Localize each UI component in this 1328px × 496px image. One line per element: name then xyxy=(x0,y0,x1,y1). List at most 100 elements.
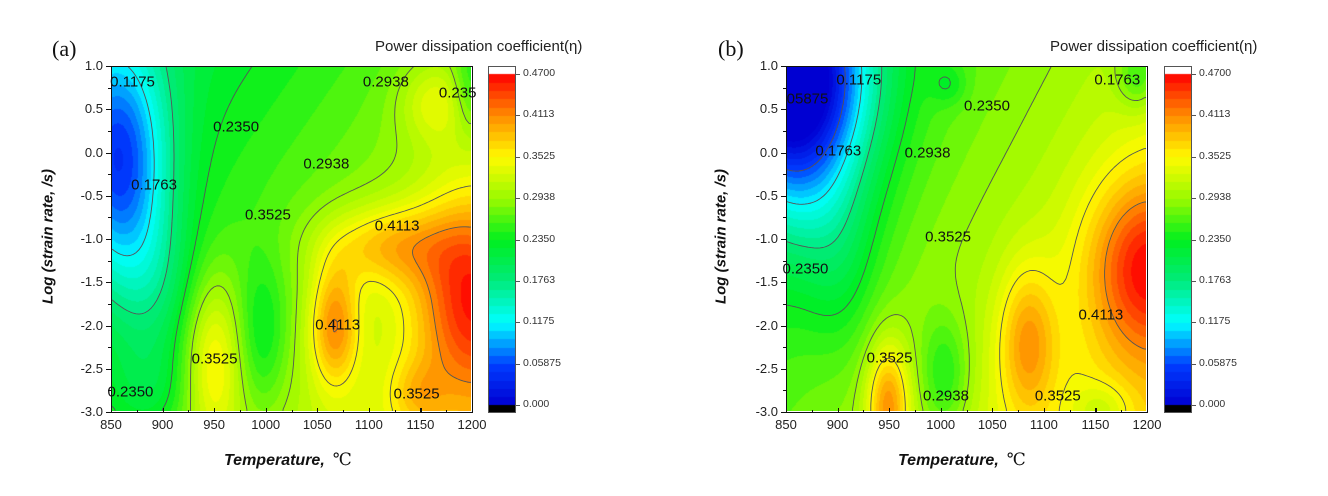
x-tick-mark xyxy=(940,408,942,413)
contour-label: 0.1763 xyxy=(1094,71,1141,89)
y-tick-label: -1.5 xyxy=(80,274,103,290)
y-tick-label: -3.0 xyxy=(755,404,778,419)
y-minor-tick xyxy=(783,87,786,89)
y-axis-title: Log (strain rate, /s) xyxy=(712,168,730,305)
x-tick-label: 1150 xyxy=(1081,417,1110,432)
y-minor-tick xyxy=(783,217,786,219)
y-tick-label: 1.0 xyxy=(759,58,778,73)
x-tick-label: 1200 xyxy=(457,417,487,432)
colorbar-tick-mark xyxy=(516,322,520,324)
contour-label: 0.4113 xyxy=(315,316,361,334)
colorbar-tick-label: 0.2938 xyxy=(523,191,556,204)
contour-lines xyxy=(112,67,471,411)
contour-line-3 xyxy=(787,67,951,317)
contour-line-2 xyxy=(787,67,883,249)
y-minor-tick xyxy=(783,347,786,349)
y-tick-mark xyxy=(106,412,111,414)
celsius-unit: ℃ xyxy=(1006,450,1026,470)
heatmap-plot: 0.1175 05875 0.1763 0.2350 0.1763 0.2938 0.352… xyxy=(783,66,1148,413)
x-tick-label: 900 xyxy=(826,417,849,432)
contour-line-5 xyxy=(332,226,471,383)
y-tick-label: -1.5 xyxy=(755,274,778,290)
x-tick-label: 1200 xyxy=(1132,417,1162,432)
x-minor-tick xyxy=(1121,410,1123,413)
colorbar-tick-label: 0.1175 xyxy=(1199,315,1231,328)
y-tick-mark xyxy=(781,66,786,68)
y-tick-mark xyxy=(106,239,111,241)
x-tick-label: 1150 xyxy=(406,417,435,432)
contour-label: 0.1175 xyxy=(110,73,155,91)
x-axis-title-text: Temperature, xyxy=(898,452,999,469)
x-tick-label: 850 xyxy=(775,417,797,432)
x-tick-mark xyxy=(786,408,788,413)
contour-label: 0.2938 xyxy=(923,387,969,405)
contour-label: 0.3525 xyxy=(393,385,440,403)
contour-line-4 xyxy=(851,67,1146,411)
x-minor-tick xyxy=(136,410,138,413)
y-tick-label: -2.5 xyxy=(755,360,778,376)
contour-line-2 xyxy=(112,67,252,411)
contour-label: 0.2350 xyxy=(213,118,260,136)
colorbar-tick-label: 0.000 xyxy=(1199,398,1226,410)
y-tick-mark xyxy=(781,325,786,327)
contour-line-1 xyxy=(112,67,175,315)
x-tick-mark xyxy=(992,408,994,413)
panel-label: (a) xyxy=(52,36,77,61)
x-minor-tick xyxy=(914,410,916,413)
x-tick-mark xyxy=(1043,408,1046,413)
colorbar-tick-label: 0.4700 xyxy=(1199,67,1232,79)
contour-label: 0.1763 xyxy=(131,176,177,194)
y-tick-mark xyxy=(106,325,111,327)
y-tick-label: -2.5 xyxy=(80,360,103,376)
colorbar-tick-label: 0.2938 xyxy=(1199,191,1232,204)
y-minor-tick xyxy=(108,260,111,262)
contour-label: 0.3525 xyxy=(1034,387,1081,405)
colorbar-tick-label: 0.05875 xyxy=(523,356,561,369)
y-tick-mark xyxy=(781,109,786,111)
y-tick-mark xyxy=(106,195,111,197)
contour-line-0 xyxy=(112,67,155,257)
contour-label: 0.3525 xyxy=(925,228,971,246)
contour-label: 0.2938 xyxy=(362,73,409,91)
x-tick-label: 850 xyxy=(100,417,122,432)
colorbar-tick-label: 0.2350 xyxy=(1199,232,1232,245)
contour-label: 0.2350 xyxy=(964,97,1010,115)
contour-line-3 xyxy=(190,67,471,411)
x-minor-tick xyxy=(239,410,241,413)
colorbar-tick-mark xyxy=(1192,115,1196,117)
x-tick-mark xyxy=(265,408,267,413)
colorbar-tick-label: 0.1763 xyxy=(1199,273,1232,286)
y-minor-tick xyxy=(108,390,111,392)
x-tick-label: 1000 xyxy=(251,417,281,432)
x-minor-tick xyxy=(188,410,190,413)
y-minor-tick xyxy=(108,174,111,176)
y-tick-label: -3.0 xyxy=(80,404,103,419)
y-minor-tick xyxy=(108,347,111,349)
x-tick-mark xyxy=(1147,408,1149,413)
colorbar-tick-label: 0.4700 xyxy=(523,67,556,79)
y-tick-mark xyxy=(781,282,786,284)
x-minor-tick xyxy=(394,410,396,413)
colorbar-tick-mark xyxy=(516,115,520,117)
y-minor-tick xyxy=(783,303,786,305)
colorbar-tick-mark xyxy=(516,239,520,241)
x-tick-label: 900 xyxy=(151,417,174,432)
y-minor-tick xyxy=(108,87,111,89)
contour-label: 0.4113 xyxy=(374,217,420,235)
colorbar-tick-mark xyxy=(1192,156,1196,158)
y-tick-mark xyxy=(781,152,786,154)
colorbar-tick-mark xyxy=(516,405,520,406)
y-tick-label: 0.0 xyxy=(759,144,778,160)
colorbar-title: Power dissipation coefficient(η) xyxy=(1050,38,1258,55)
x-tick-mark xyxy=(889,408,891,413)
y-tick-label: 0.5 xyxy=(84,101,103,117)
x-tick-label: 1100 xyxy=(1029,417,1058,432)
colorbar-tick-label: 0.000 xyxy=(523,398,550,410)
contour-line-4 xyxy=(313,185,471,411)
x-minor-tick xyxy=(811,410,813,413)
colorbar-tick-label: 0.4113 xyxy=(1199,108,1231,121)
y-tick-mark xyxy=(106,152,111,154)
colorbar-tick-mark xyxy=(1192,280,1196,282)
colorbar-tick-mark xyxy=(516,156,520,158)
contour-label: 0.3525 xyxy=(244,206,291,224)
